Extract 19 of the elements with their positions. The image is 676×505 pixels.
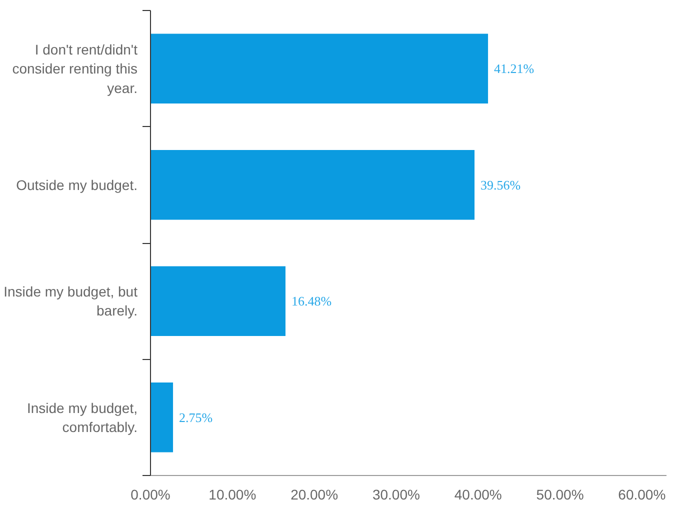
- y-tick-label: Inside my budget, comfortably.: [26, 400, 138, 435]
- bar: [150, 150, 475, 220]
- y-tick-label: Outside my budget.: [16, 176, 138, 193]
- y-tick-label: I don't rent/didn't consider renting this year.: [12, 41, 138, 96]
- data-label: 16.48%: [291, 294, 332, 309]
- x-tick-label: 30.00%: [372, 486, 420, 502]
- data-label: 39.56%: [480, 177, 521, 192]
- x-tick-label: 60.00%: [618, 486, 666, 502]
- bar: [150, 266, 286, 336]
- data-label: 41.21%: [494, 61, 534, 76]
- bar: [150, 382, 174, 452]
- x-tick-label: 20.00%: [290, 486, 338, 502]
- bar: [150, 34, 488, 104]
- x-tick-label: 40.00%: [454, 486, 502, 502]
- x-tick-label: 0.00%: [130, 486, 170, 502]
- y-tick-label: Inside my budget, but barely.: [4, 284, 138, 319]
- x-tick-label: 10.00%: [208, 486, 256, 502]
- data-label: 2.75%: [179, 410, 213, 425]
- x-tick-label: 50.00%: [536, 486, 584, 502]
